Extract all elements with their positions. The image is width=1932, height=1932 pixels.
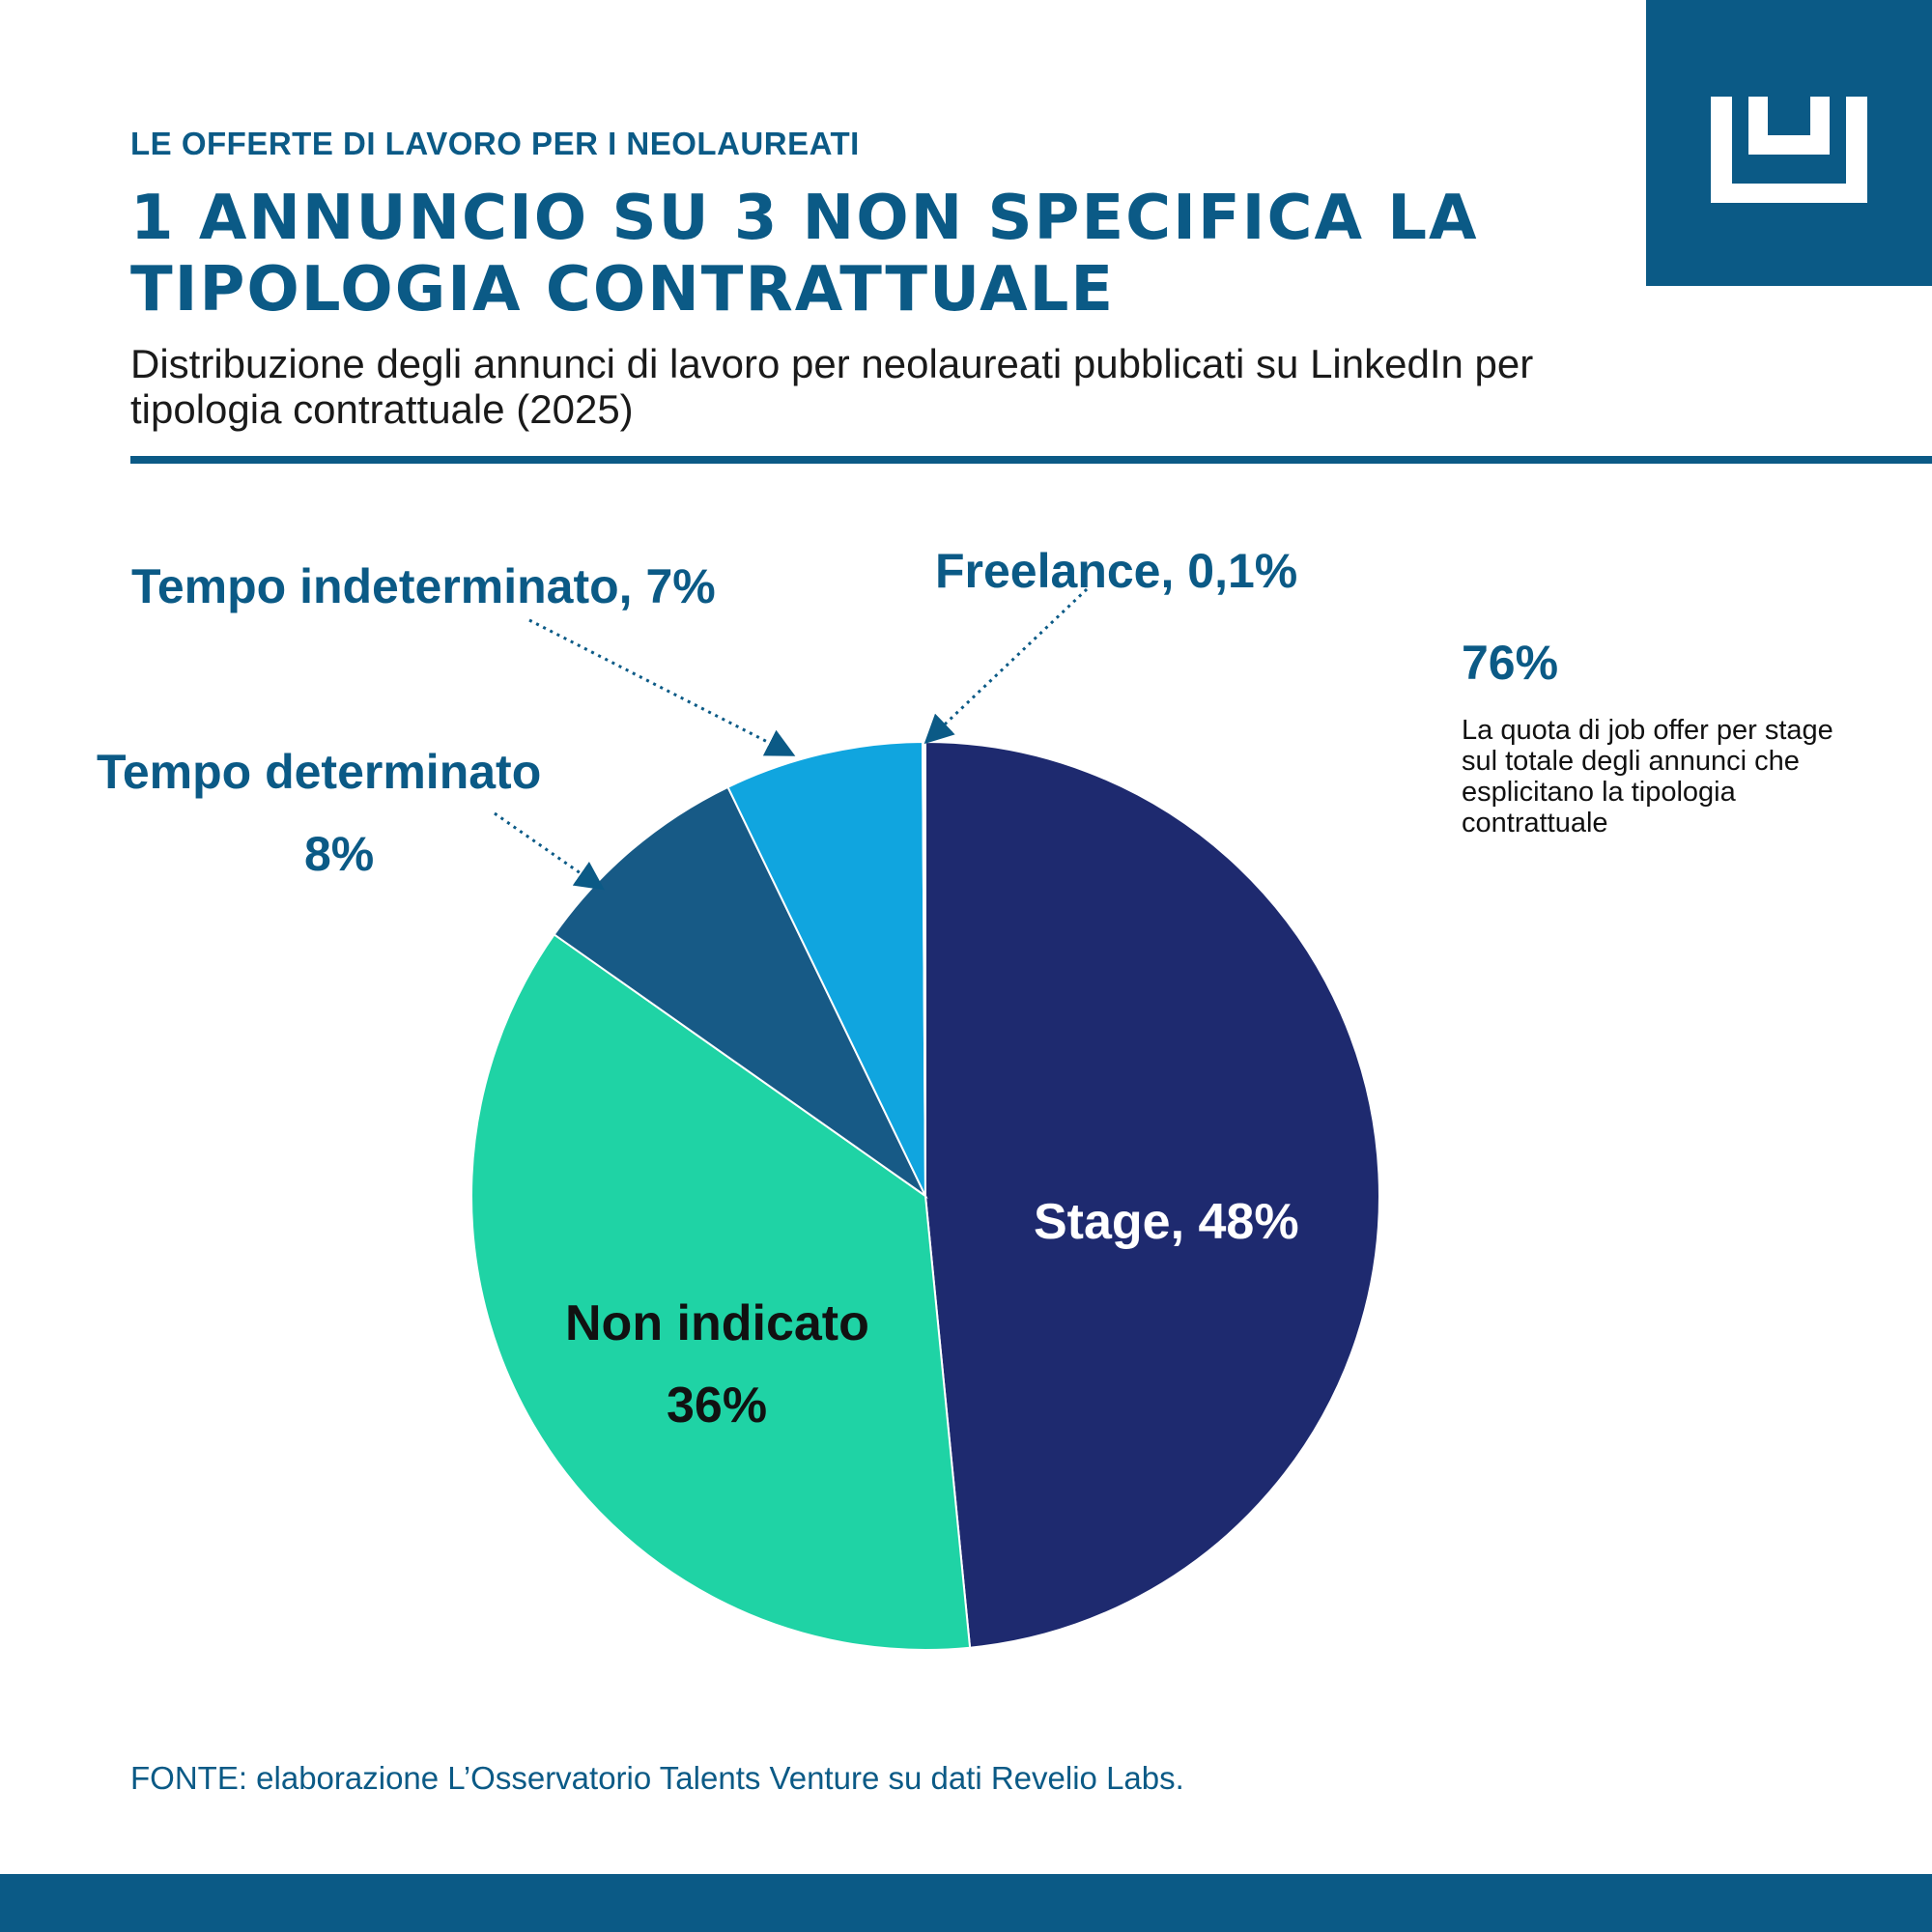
crown-logo-icon <box>1711 97 1867 203</box>
label-stage: Stage, 48% <box>1034 1194 1299 1250</box>
eyebrow-heading: LE OFFERTE DI LAVORO PER I NEOLAUREATI <box>130 126 860 161</box>
chart-subtitle: Distribuzione degli annunci di lavoro pe… <box>130 341 1534 433</box>
pie-slice-tempo-determinato <box>553 785 928 1200</box>
label-tempo-indeterminato: Tempo indeterminato, 7% <box>131 559 716 613</box>
pie-slice-tempo-indeterminato <box>726 741 926 1197</box>
label-tempo-determinato: Tempo determinato <box>97 745 542 799</box>
leader-lines <box>494 587 1089 891</box>
leader-line-freelance <box>923 587 1089 745</box>
leader-line-tempo-determinato <box>494 811 605 891</box>
label-freelance: Freelance, 0,1% <box>935 544 1298 598</box>
logo-box <box>1646 0 1932 286</box>
source-note: FONTE: elaborazione L’Osservatorio Talen… <box>130 1760 1184 1796</box>
label-non-indicato-value: 36% <box>667 1378 768 1434</box>
label-tempo-determinato-value: 8% <box>304 827 375 881</box>
callout-text: La quota di job offer per stage sul tota… <box>1462 715 1833 838</box>
callout-value: 76% <box>1462 636 1559 690</box>
page-title: 1 ANNUNCIO SU 3 NON SPECIFICA LA TIPOLOG… <box>130 183 1479 326</box>
leader-line-tempo-indeterminato <box>528 618 796 756</box>
header-divider <box>130 456 1932 464</box>
label-non-indicato: Non indicato <box>565 1295 869 1351</box>
pie-slice-non-indicato <box>470 933 972 1651</box>
footer-bar <box>0 1874 1932 1932</box>
pie-chart <box>470 587 1380 1651</box>
pie-slice-stage <box>924 740 1380 1649</box>
